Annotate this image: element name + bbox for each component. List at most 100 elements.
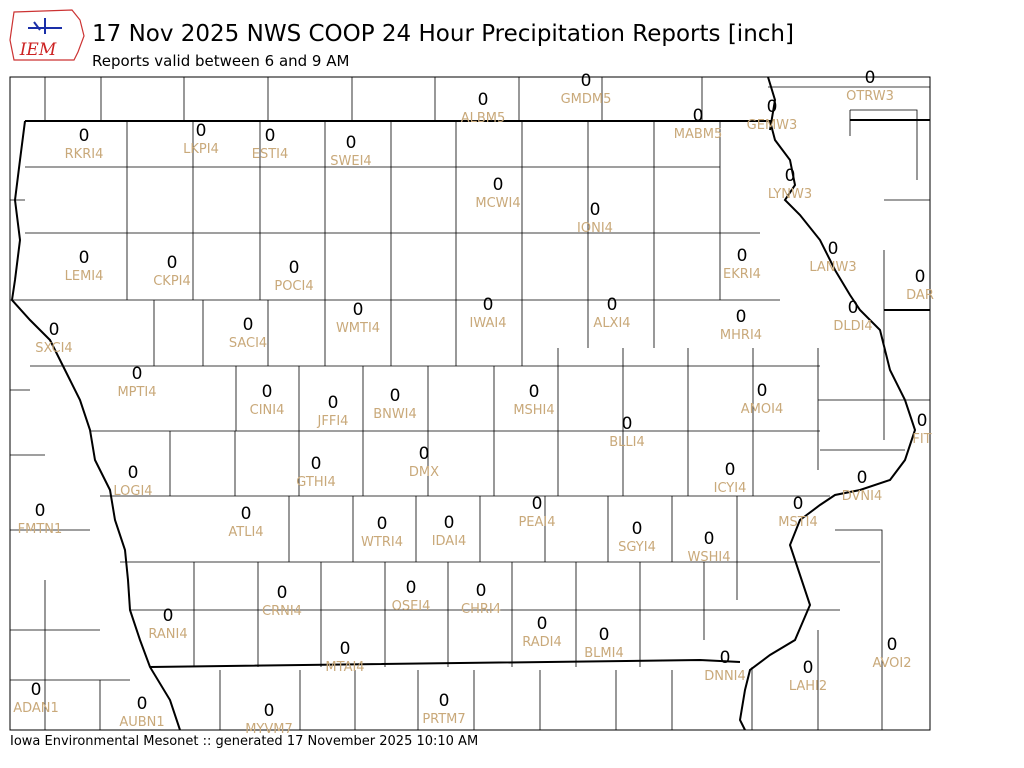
station-value: 0 bbox=[406, 578, 417, 598]
station-id: WMTI4 bbox=[336, 321, 380, 336]
station-value: 0 bbox=[483, 295, 494, 315]
station-id: ICYI4 bbox=[714, 481, 747, 496]
station-id: BNWI4 bbox=[373, 407, 417, 422]
station-id: FIT bbox=[912, 432, 931, 447]
station-id: CHRI4 bbox=[461, 602, 501, 617]
station-value: 0 bbox=[737, 246, 748, 266]
station-value: 0 bbox=[793, 494, 804, 514]
station-id: SXCI4 bbox=[35, 341, 72, 356]
station-value: 0 bbox=[128, 463, 139, 483]
station-value: 0 bbox=[767, 97, 778, 117]
station-id: MYVM7 bbox=[245, 722, 293, 737]
station-value: 0 bbox=[725, 460, 736, 480]
station-value: 0 bbox=[243, 315, 254, 335]
iowa-border bbox=[10, 120, 917, 731]
station-id: BLLI4 bbox=[609, 435, 645, 450]
station-id: FMTN1 bbox=[18, 522, 63, 537]
station-id: DAR bbox=[906, 288, 934, 303]
map-title: 17 Nov 2025 NWS COOP 24 Hour Precipitati… bbox=[92, 21, 794, 47]
county-lines bbox=[10, 77, 930, 730]
station-value: 0 bbox=[137, 694, 148, 714]
station-value: 0 bbox=[346, 133, 357, 153]
station-id: MSTI4 bbox=[778, 515, 818, 530]
station-id: SACI4 bbox=[229, 336, 267, 351]
station-value: 0 bbox=[720, 648, 731, 668]
station-value: 0 bbox=[581, 71, 592, 91]
station-id: ALBM5 bbox=[461, 111, 506, 126]
station-id: GMDM5 bbox=[561, 92, 612, 107]
station-value: 0 bbox=[478, 90, 489, 110]
station-value: 0 bbox=[757, 381, 768, 401]
station-id: GEMW3 bbox=[747, 118, 798, 133]
station-id: ATLI4 bbox=[228, 525, 263, 540]
station-id: IONI4 bbox=[577, 221, 613, 236]
station-id: DVNI4 bbox=[842, 489, 883, 504]
station-value: 0 bbox=[377, 514, 388, 534]
station-value: 0 bbox=[31, 680, 42, 700]
station-value: 0 bbox=[607, 295, 618, 315]
station-value: 0 bbox=[476, 581, 487, 601]
station-value: 0 bbox=[529, 382, 540, 402]
station-value: 0 bbox=[887, 635, 898, 655]
station-value: 0 bbox=[439, 691, 450, 711]
station-value: 0 bbox=[590, 200, 601, 220]
logo-outline bbox=[9, 9, 85, 61]
station-id: CINI4 bbox=[250, 403, 285, 418]
river-border bbox=[767, 76, 930, 311]
station-value: 0 bbox=[599, 625, 610, 645]
station-value: 0 bbox=[632, 519, 643, 539]
station-id: LAHI2 bbox=[789, 679, 827, 694]
station-id: RADI4 bbox=[522, 635, 562, 650]
station-id: LOGI4 bbox=[113, 484, 152, 499]
map-frame bbox=[9, 76, 931, 731]
station-id: SGYI4 bbox=[618, 540, 656, 555]
station-id: MABM5 bbox=[674, 127, 723, 142]
station-value: 0 bbox=[622, 414, 633, 434]
station-id: RANI4 bbox=[148, 627, 187, 642]
station-value: 0 bbox=[277, 583, 288, 603]
station-value: 0 bbox=[79, 248, 90, 268]
station-value: 0 bbox=[704, 529, 715, 549]
station-value: 0 bbox=[265, 126, 276, 146]
station-value: 0 bbox=[35, 501, 46, 521]
station-id: PRTM7 bbox=[422, 712, 465, 727]
station-value: 0 bbox=[532, 494, 543, 514]
station-id: EKRI4 bbox=[723, 267, 761, 282]
station-value: 0 bbox=[353, 300, 364, 320]
logo: IEM bbox=[9, 9, 85, 61]
logo-text: IEM bbox=[19, 40, 57, 60]
station-value: 0 bbox=[390, 386, 401, 406]
station-id: ALXI4 bbox=[593, 316, 630, 331]
station-id: LKPI4 bbox=[183, 142, 219, 157]
station-value: 0 bbox=[828, 239, 839, 259]
station-id: GTHI4 bbox=[296, 475, 335, 490]
station-value: 0 bbox=[803, 658, 814, 678]
station-id: PEAI4 bbox=[518, 515, 555, 530]
station-id: RKRI4 bbox=[65, 147, 104, 162]
station-id: AMOI4 bbox=[741, 402, 783, 417]
county-grid bbox=[10, 77, 930, 730]
station-value: 0 bbox=[848, 298, 859, 318]
station-id: SWEI4 bbox=[330, 154, 371, 169]
station-value: 0 bbox=[289, 258, 300, 278]
station-value: 0 bbox=[79, 126, 90, 146]
station-value: 0 bbox=[328, 393, 339, 413]
station-value: 0 bbox=[693, 106, 704, 126]
station-value: 0 bbox=[132, 364, 143, 384]
station-id: WTRI4 bbox=[361, 535, 403, 550]
station-id: BLMI4 bbox=[584, 646, 623, 661]
station-id: IWAI4 bbox=[470, 316, 507, 331]
station-id: IDAI4 bbox=[432, 534, 467, 549]
station-id: JFFI4 bbox=[317, 414, 349, 429]
station-value: 0 bbox=[163, 606, 174, 626]
station-id: OTRW3 bbox=[846, 89, 894, 104]
stations: 0ALBM50GMDM50OTRW30MABM50GEMW30RKRI40LKP… bbox=[13, 68, 934, 737]
station-value: 0 bbox=[419, 444, 430, 464]
station-value: 0 bbox=[537, 614, 548, 634]
station-value: 0 bbox=[865, 68, 876, 88]
station-id: LYNW3 bbox=[768, 187, 812, 202]
station-id: MTAI4 bbox=[325, 660, 364, 675]
station-value: 0 bbox=[736, 307, 747, 327]
station-id: MHRI4 bbox=[720, 328, 762, 343]
station-id: AVOI2 bbox=[872, 656, 911, 671]
